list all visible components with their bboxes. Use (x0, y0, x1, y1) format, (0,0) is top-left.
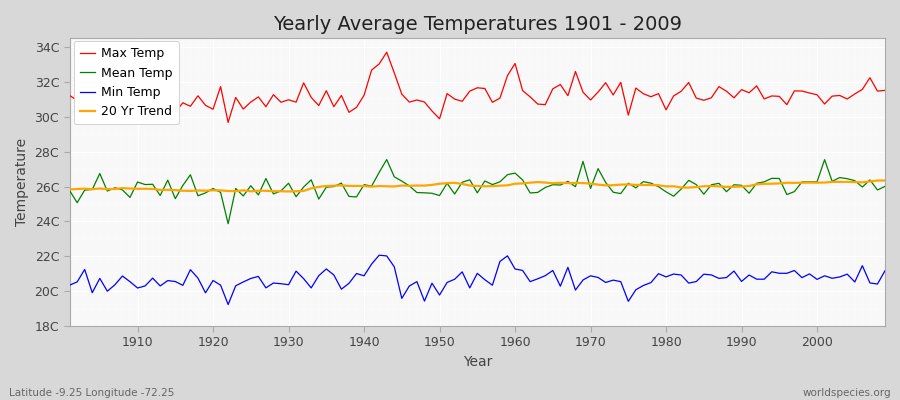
Min Temp (879, 268, 890, 273)
Mean Temp (616, 191, 626, 196)
Legend: Max Temp, Mean Temp, Min Temp, 20 Yr Trend: Max Temp, Mean Temp, Min Temp, 20 Yr Tre… (74, 41, 179, 124)
Mean Temp (518, 178, 528, 182)
Text: worldspecies.org: worldspecies.org (803, 388, 891, 398)
Min Temp (374, 253, 384, 258)
Mean Temp (525, 190, 535, 195)
20 Yr Trend (518, 181, 528, 186)
Max Temp (879, 88, 890, 93)
Min Temp (222, 302, 233, 307)
Max Temp (222, 120, 233, 125)
Mean Temp (124, 195, 135, 200)
X-axis label: Year: Year (463, 355, 492, 369)
20 Yr Trend (298, 188, 309, 193)
20 Yr Trend (509, 181, 520, 186)
Min Temp (64, 283, 75, 288)
Min Temp (344, 281, 355, 286)
Max Temp (64, 93, 75, 98)
Mean Temp (382, 157, 392, 162)
20 Yr Trend (64, 187, 75, 192)
Y-axis label: Temperature: Temperature (15, 138, 29, 226)
Max Temp (344, 110, 355, 115)
Min Temp (518, 268, 528, 273)
20 Yr Trend (608, 183, 618, 188)
Min Temp (298, 276, 309, 281)
Min Temp (124, 279, 135, 284)
20 Yr Trend (344, 184, 355, 188)
Mean Temp (222, 221, 233, 226)
Min Temp (616, 279, 626, 284)
Line: Max Temp: Max Temp (69, 52, 885, 122)
Max Temp (382, 50, 392, 55)
Max Temp (525, 94, 535, 99)
Max Temp (124, 100, 135, 105)
20 Yr Trend (284, 189, 294, 194)
Max Temp (616, 80, 626, 85)
20 Yr Trend (879, 178, 890, 183)
Text: Latitude -9.25 Longitude -72.25: Latitude -9.25 Longitude -72.25 (9, 388, 175, 398)
Mean Temp (879, 184, 890, 189)
Line: Mean Temp: Mean Temp (69, 160, 885, 224)
Line: 20 Yr Trend: 20 Yr Trend (69, 180, 885, 192)
Mean Temp (298, 185, 309, 190)
Mean Temp (344, 194, 355, 199)
Mean Temp (64, 188, 75, 193)
Max Temp (518, 88, 528, 93)
Max Temp (298, 80, 309, 85)
20 Yr Trend (124, 186, 135, 191)
Title: Yearly Average Temperatures 1901 - 2009: Yearly Average Temperatures 1901 - 2009 (273, 15, 682, 34)
Min Temp (525, 279, 535, 284)
Line: Min Temp: Min Temp (69, 255, 885, 304)
